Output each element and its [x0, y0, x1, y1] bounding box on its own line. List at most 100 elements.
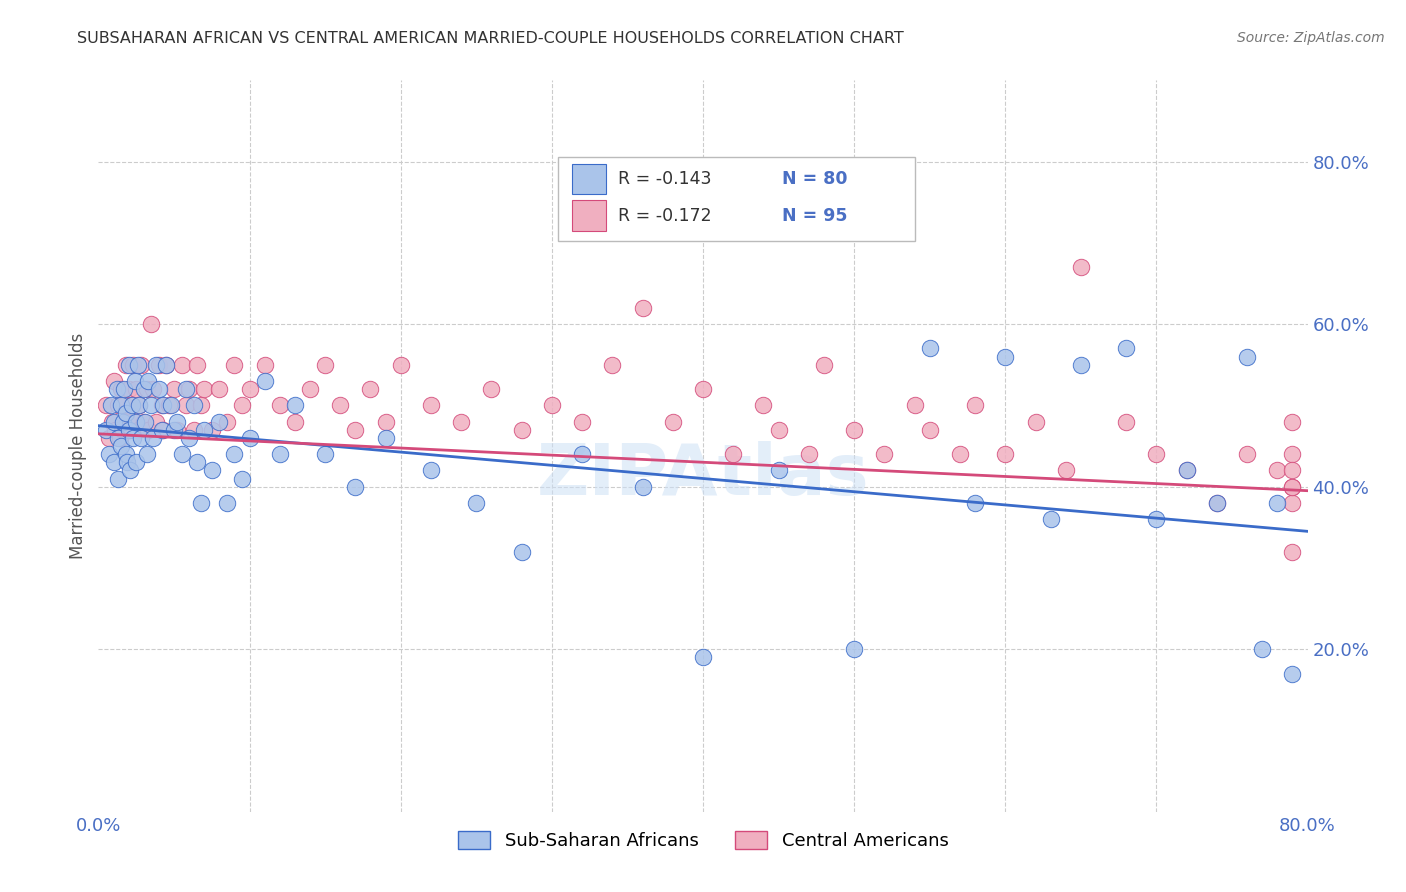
- Point: [127, 423, 149, 437]
- Point: [104, 423, 127, 437]
- Point: [121, 398, 143, 412]
- Point: [314, 358, 336, 372]
- Text: R = -0.143: R = -0.143: [619, 170, 711, 188]
- Point: [103, 374, 125, 388]
- Point: [1175, 463, 1198, 477]
- Point: [631, 301, 654, 315]
- Point: [813, 358, 835, 372]
- Point: [142, 431, 165, 445]
- Point: [105, 382, 128, 396]
- Point: [115, 415, 138, 429]
- Point: [118, 358, 141, 372]
- Point: [215, 496, 238, 510]
- Point: [602, 358, 624, 372]
- Point: [239, 431, 262, 445]
- Point: [1281, 496, 1303, 510]
- Point: [152, 398, 174, 412]
- Point: [115, 455, 138, 469]
- Point: [201, 463, 224, 477]
- Point: [208, 415, 231, 429]
- Point: [155, 358, 177, 372]
- Point: [125, 455, 148, 469]
- Point: [374, 415, 396, 429]
- Point: [108, 431, 131, 445]
- Text: Source: ZipAtlas.com: Source: ZipAtlas.com: [1237, 31, 1385, 45]
- Point: [170, 447, 193, 461]
- Point: [692, 650, 714, 665]
- Text: N = 80: N = 80: [782, 170, 846, 188]
- Point: [1144, 512, 1167, 526]
- Point: [1024, 415, 1046, 429]
- Point: [253, 374, 276, 388]
- Point: [450, 415, 472, 429]
- Point: [186, 358, 208, 372]
- Point: [124, 415, 146, 429]
- Point: [120, 463, 142, 477]
- Point: [692, 382, 714, 396]
- Point: [98, 447, 121, 461]
- Point: [145, 358, 167, 372]
- Point: [201, 423, 224, 437]
- Point: [118, 423, 141, 437]
- Point: [389, 358, 412, 372]
- Point: [111, 423, 134, 437]
- Point: [510, 544, 533, 558]
- Point: [100, 398, 122, 412]
- Point: [179, 382, 201, 396]
- Point: [114, 358, 136, 372]
- Point: [374, 431, 396, 445]
- Point: [183, 423, 205, 437]
- Point: [360, 382, 382, 396]
- Bar: [572, 200, 606, 231]
- Point: [166, 415, 188, 429]
- Point: [420, 398, 443, 412]
- Point: [107, 471, 129, 485]
- Point: [844, 423, 866, 437]
- Point: [1206, 496, 1229, 510]
- Point: [1039, 512, 1062, 526]
- Point: [190, 496, 212, 510]
- Point: [965, 398, 987, 412]
- Point: [1281, 415, 1303, 429]
- Point: [1054, 463, 1077, 477]
- Text: N = 95: N = 95: [782, 207, 846, 225]
- Point: [918, 342, 941, 356]
- Point: [160, 398, 183, 412]
- Point: [174, 382, 197, 396]
- Text: ZIPAtlas: ZIPAtlas: [537, 441, 869, 509]
- Point: [121, 398, 143, 412]
- Point: [122, 431, 145, 445]
- Point: [94, 398, 117, 412]
- Point: [269, 447, 291, 461]
- Point: [994, 447, 1017, 461]
- Point: [224, 358, 246, 372]
- Point: [142, 382, 165, 396]
- Point: [1251, 642, 1274, 657]
- Point: [98, 431, 121, 445]
- Point: [179, 431, 201, 445]
- Point: [231, 471, 253, 485]
- Point: [170, 358, 193, 372]
- Point: [112, 398, 135, 412]
- FancyBboxPatch shape: [558, 157, 915, 241]
- Bar: [572, 163, 606, 194]
- Point: [125, 382, 148, 396]
- Point: [631, 480, 654, 494]
- Point: [1144, 447, 1167, 461]
- Point: [314, 447, 336, 461]
- Point: [128, 398, 150, 412]
- Point: [107, 398, 129, 412]
- Legend: Sub-Saharan Africans, Central Americans: Sub-Saharan Africans, Central Americans: [450, 823, 956, 857]
- Point: [132, 382, 155, 396]
- Text: R = -0.172: R = -0.172: [619, 207, 711, 225]
- Point: [141, 317, 163, 331]
- Point: [148, 382, 170, 396]
- Point: [190, 398, 212, 412]
- Point: [122, 358, 145, 372]
- Point: [103, 455, 125, 469]
- Point: [1115, 342, 1137, 356]
- Point: [1267, 463, 1289, 477]
- Point: [571, 415, 593, 429]
- Point: [163, 423, 186, 437]
- Point: [174, 398, 197, 412]
